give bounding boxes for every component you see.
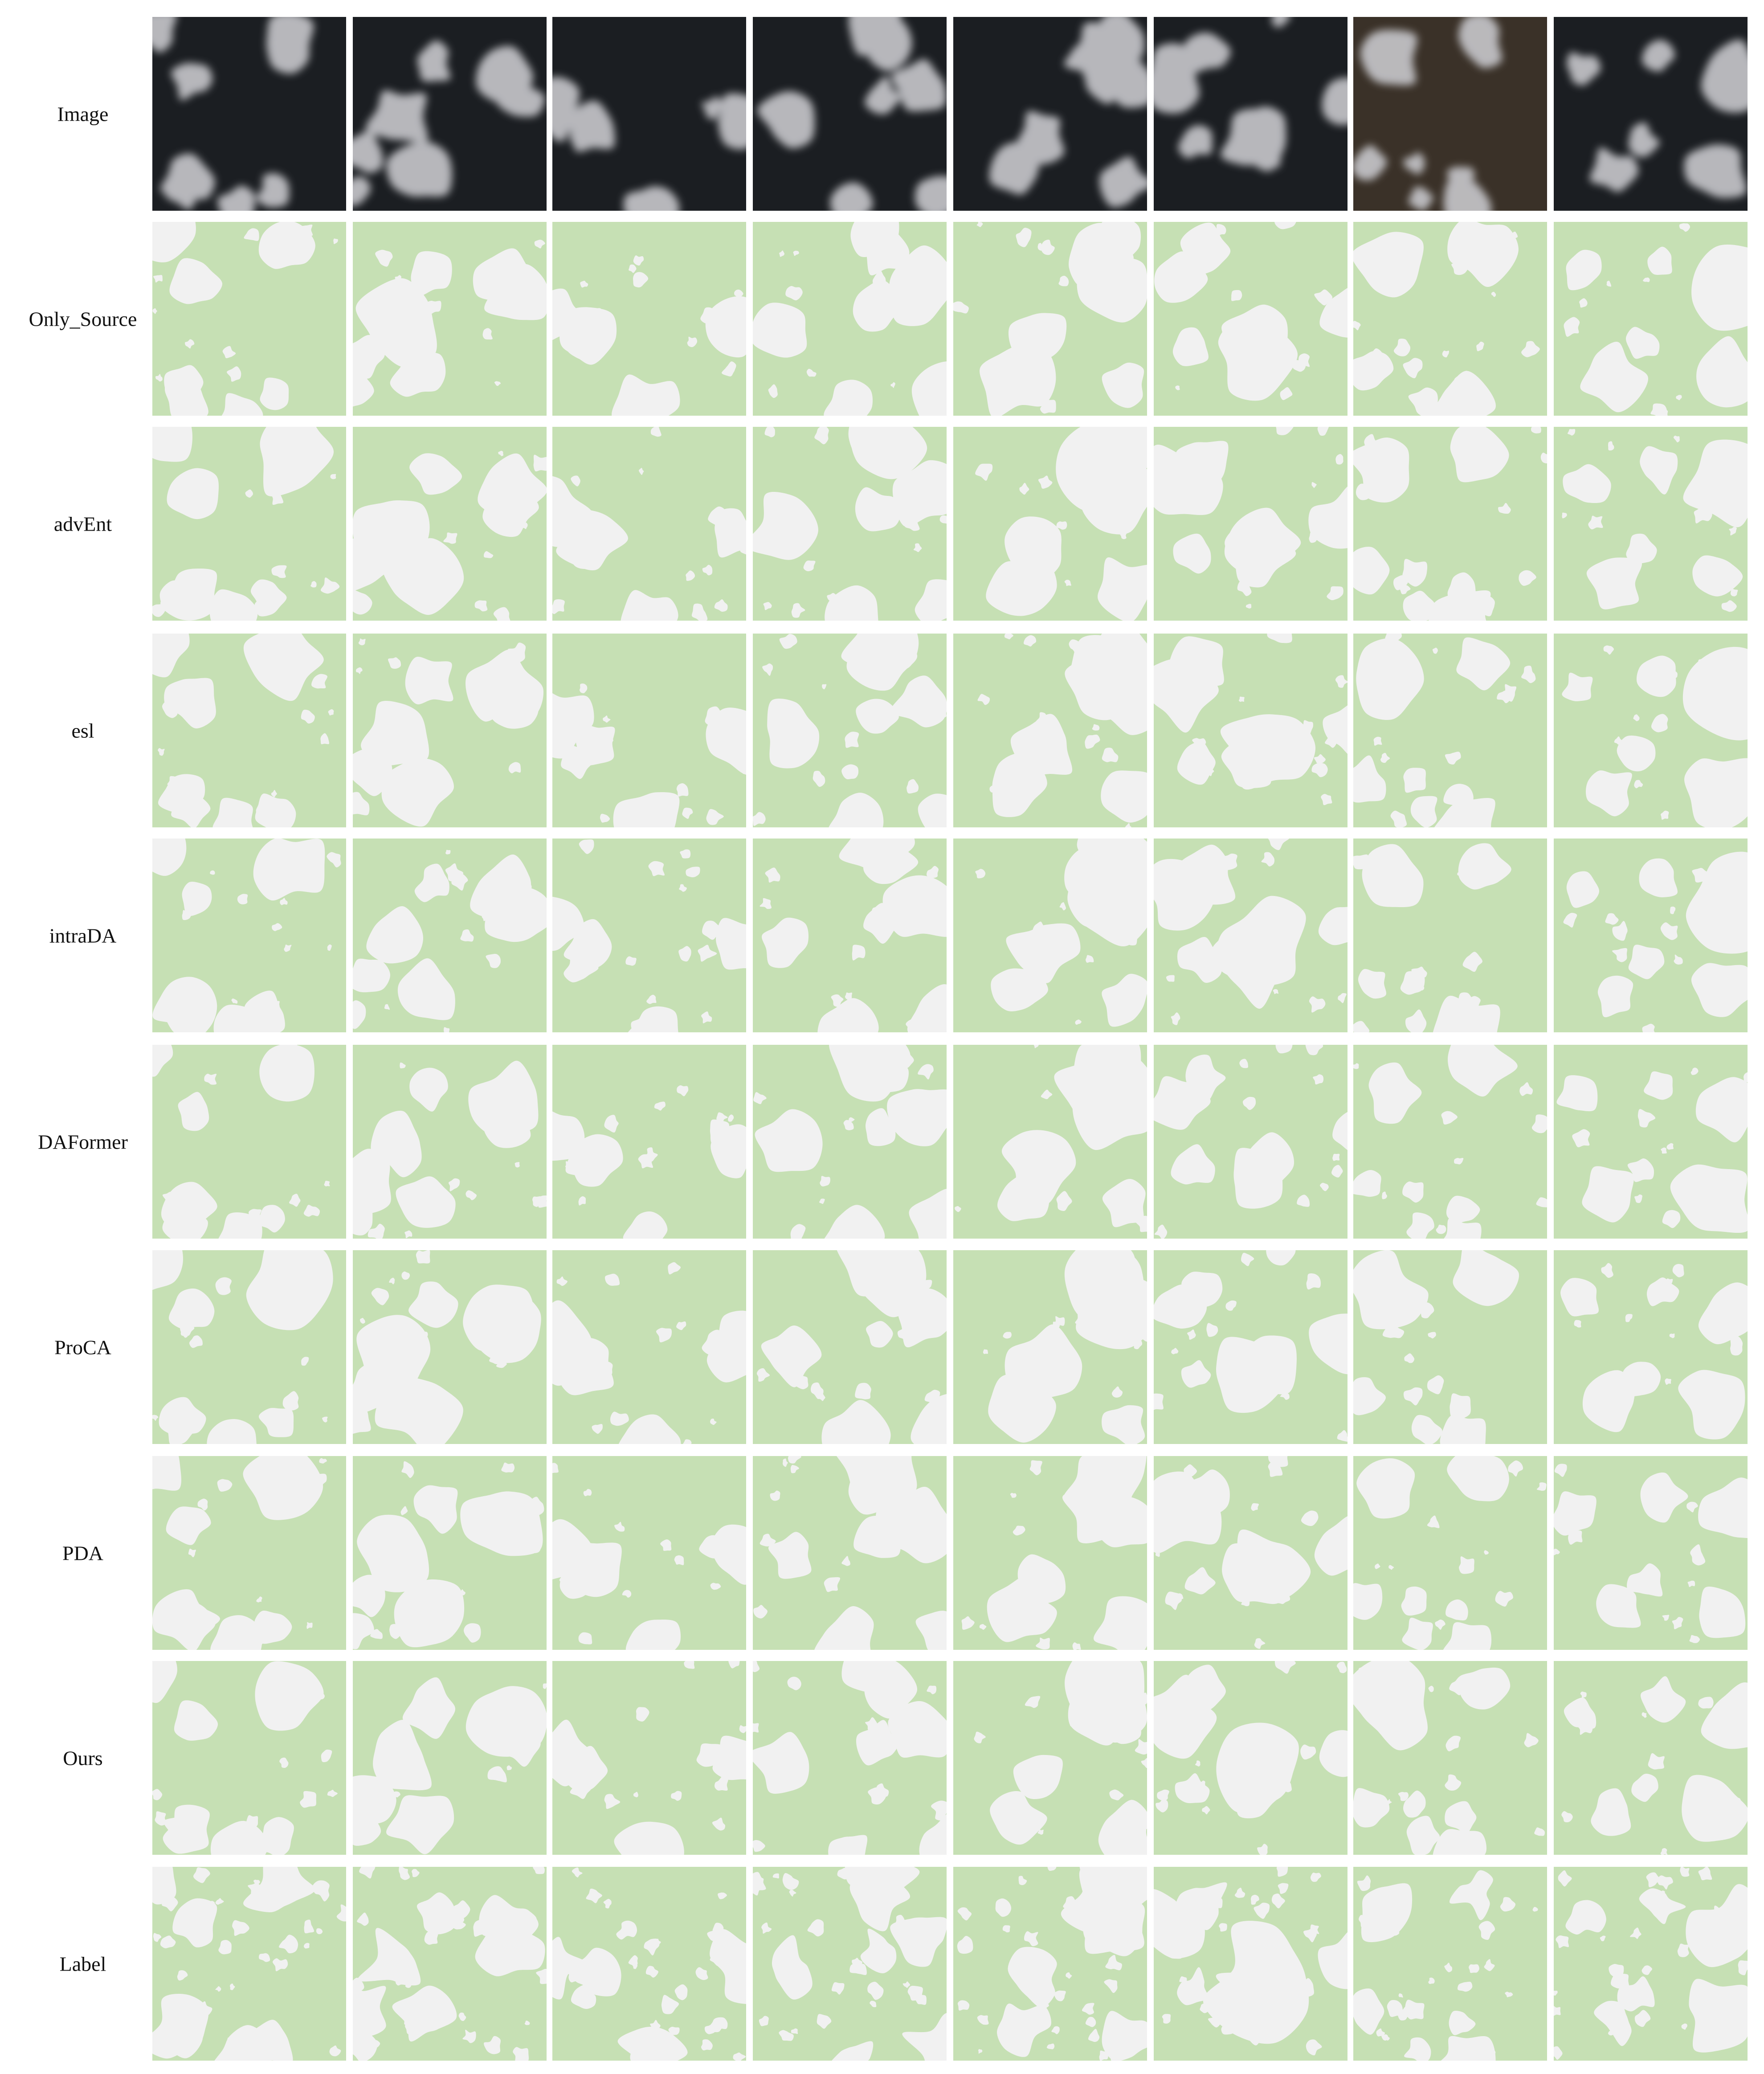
segmentation-mask-tile: [1154, 427, 1348, 621]
segmentation-mask-tile: [1154, 1045, 1348, 1239]
segmentation-mask-tile: [152, 839, 346, 1032]
satellite-image-tile: [1554, 17, 1748, 211]
segmentation-mask-tile: [353, 1045, 547, 1239]
segmentation-mask-tile: [1554, 222, 1748, 416]
row-label: intraDA: [49, 925, 117, 947]
segmentation-mask-tile: [152, 1045, 346, 1239]
segmentation-mask-tile: [353, 1661, 547, 1855]
segmentation-mask-tile: [152, 1250, 346, 1444]
satellite-image-tile: [552, 17, 746, 211]
segmentation-mask-tile: [1154, 1661, 1348, 1855]
segmentation-mask-tile: [953, 1867, 1147, 2061]
segmentation-mask-tile: [1554, 1456, 1748, 1650]
segmentation-mask-tile: [753, 1661, 947, 1855]
segmentation-mask-tile: [353, 1867, 547, 2061]
segmentation-mask-tile: [1353, 222, 1547, 416]
segmentation-mask-tile: [552, 427, 746, 621]
satellite-image-tile: [753, 17, 947, 211]
segmentation-mask-tile: [353, 1456, 547, 1650]
segmentation-mask-tile: [753, 1250, 947, 1444]
segmentation-mask-tile: [353, 634, 547, 827]
row-label: Image: [57, 103, 109, 126]
segmentation-mask-tile: [552, 839, 746, 1032]
satellite-image-tile: [953, 17, 1147, 211]
segmentation-mask-tile: [1554, 1045, 1748, 1239]
segmentation-mask-tile: [152, 1661, 346, 1855]
segmentation-mask-tile: [1154, 839, 1348, 1032]
segmentation-mask-tile: [152, 222, 346, 416]
segmentation-mask-tile: [753, 427, 947, 621]
segmentation-mask-tile: [353, 839, 547, 1032]
segmentation-mask-tile: [1154, 1456, 1348, 1650]
segmentation-mask-tile: [1154, 222, 1348, 416]
segmentation-mask-tile: [1353, 427, 1547, 621]
segmentation-mask-tile: [1554, 1661, 1748, 1855]
segmentation-mask-tile: [953, 1456, 1147, 1650]
segmentation-mask-tile: [1554, 427, 1748, 621]
segmentation-mask-tile: [753, 1456, 947, 1650]
segmentation-mask-tile: [1353, 839, 1547, 1032]
satellite-image-tile: [152, 17, 346, 211]
segmentation-mask-tile: [1554, 1250, 1748, 1444]
segmentation-mask-tile: [953, 1661, 1147, 1855]
segmentation-mask-tile: [953, 634, 1147, 827]
segmentation-mask-tile: [1353, 634, 1547, 827]
segmentation-mask-tile: [1154, 634, 1348, 827]
row-label: DAFormer: [38, 1131, 128, 1154]
row-label: Only_Source: [29, 308, 137, 331]
segmentation-mask-tile: [552, 1045, 746, 1239]
segmentation-mask-tile: [1554, 1867, 1748, 2061]
row-label: advEnt: [54, 513, 112, 536]
segmentation-mask-tile: [1353, 1045, 1547, 1239]
segmentation-mask-tile: [552, 222, 746, 416]
segmentation-mask-tile: [552, 1661, 746, 1855]
row-label: PDA: [62, 1542, 103, 1565]
segmentation-mask-tile: [953, 839, 1147, 1032]
segmentation-mask-tile: [353, 427, 547, 621]
satellite-image-tile: [1154, 17, 1348, 211]
segmentation-mask-tile: [353, 1250, 547, 1444]
row-label: Ours: [63, 1747, 102, 1770]
segmentation-mask-tile: [152, 634, 346, 827]
segmentation-mask-tile: [552, 1867, 746, 2061]
segmentation-mask-tile: [953, 1045, 1147, 1239]
segmentation-mask-tile: [953, 1250, 1147, 1444]
segmentation-mask-tile: [1554, 839, 1748, 1032]
segmentation-mask-tile: [1353, 1661, 1547, 1855]
segmentation-mask-tile: [552, 1250, 746, 1444]
row-label: esl: [71, 720, 94, 742]
satellite-image-tile: [353, 17, 547, 211]
segmentation-mask-tile: [953, 427, 1147, 621]
segmentation-mask-tile: [753, 839, 947, 1032]
segmentation-mask-tile: [1554, 634, 1748, 827]
segmentation-mask-tile: [552, 1456, 746, 1650]
row-label: Label: [60, 1953, 106, 1976]
segmentation-mask-tile: [353, 222, 547, 416]
segmentation-mask-tile: [152, 1456, 346, 1650]
satellite-image-tile: [1353, 17, 1547, 211]
segmentation-mask-tile: [152, 1867, 346, 2061]
row-label: ProCA: [54, 1336, 111, 1359]
segmentation-mask-tile: [1154, 1250, 1348, 1444]
segmentation-mask-tile: [1353, 1867, 1547, 2061]
segmentation-mask-tile: [152, 427, 346, 621]
segmentation-mask-tile: [1154, 1867, 1348, 2061]
segmentation-mask-tile: [753, 222, 947, 416]
segmentation-mask-tile: [552, 634, 746, 827]
segmentation-mask-tile: [953, 222, 1147, 416]
segmentation-mask-tile: [753, 1045, 947, 1239]
segmentation-mask-tile: [1353, 1456, 1547, 1650]
segmentation-mask-tile: [753, 1867, 947, 2061]
segmentation-mask-tile: [1353, 1250, 1547, 1444]
segmentation-mask-tile: [753, 634, 947, 827]
